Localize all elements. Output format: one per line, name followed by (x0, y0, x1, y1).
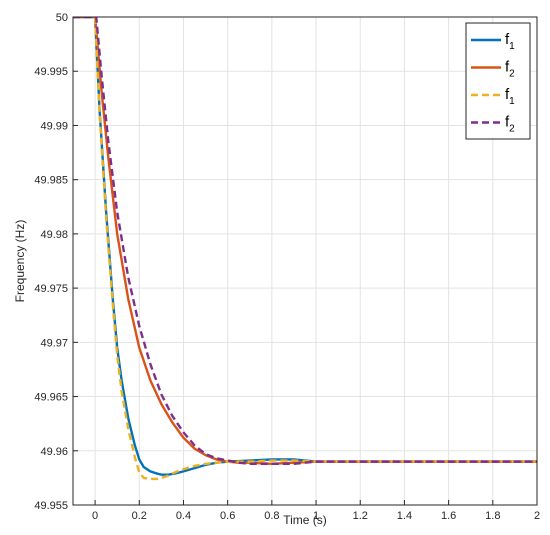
y-tick-label: 49.99 (40, 120, 68, 132)
series-line-2 (73, 17, 537, 465)
x-tick-label: 0.2 (132, 510, 147, 522)
y-tick-label: 49.995 (34, 66, 68, 78)
legend-subscript: 2 (509, 69, 515, 80)
y-tick-label: 49.975 (34, 283, 68, 295)
y-axis-label: Frequency (Hz) (13, 220, 27, 303)
x-tick-label: 1.6 (441, 510, 456, 522)
x-tick-label: 1.8 (485, 510, 500, 522)
x-axis-label: Time (s) (283, 513, 327, 527)
series-line-3 (73, 17, 537, 481)
x-tick-label: 0.8 (264, 510, 279, 522)
y-tick-label: 49.985 (34, 175, 68, 187)
y-tick-label: 49.965 (34, 392, 68, 404)
x-tick-label: 0 (92, 510, 98, 522)
x-tick-label: 2 (534, 510, 540, 522)
x-tick-label: 1.4 (397, 510, 412, 522)
legend-subscript: 2 (509, 124, 515, 135)
legend-label: f (505, 59, 510, 76)
legend-label: f (505, 86, 510, 103)
y-tick-label: 50 (56, 12, 68, 24)
legend-label: f (505, 31, 510, 48)
x-tick-label: 0.6 (220, 510, 235, 522)
ticks: 0 0.2 0.4 0.6 0.8 1 1.2 1.4 1.6 1.8 2 49.955 49.96 49… (34, 12, 540, 522)
legend-entry: f1 (505, 86, 515, 107)
legend-entry: f2 (505, 114, 515, 135)
legend-label: f (505, 114, 510, 131)
legend-box (465, 22, 531, 140)
series-line-4 (73, 17, 537, 465)
legend-subscript: 1 (509, 41, 515, 52)
y-tick-label: 49.96 (40, 446, 68, 458)
legend-subscript: 1 (509, 96, 515, 107)
y-tick-label: 49.98 (40, 229, 68, 241)
x-tick-label: 1.2 (353, 510, 368, 522)
series-layer (73, 17, 537, 481)
legend-entry: f1 (505, 31, 515, 52)
x-tick-label: 0.4 (176, 510, 191, 522)
y-tick-label: 49.97 (40, 337, 68, 349)
plot-frame (72, 16, 538, 506)
legend-entry: f2 (505, 59, 515, 80)
x-tick-label: 1 (313, 510, 319, 522)
y-tick-label: 49.955 (34, 500, 68, 512)
